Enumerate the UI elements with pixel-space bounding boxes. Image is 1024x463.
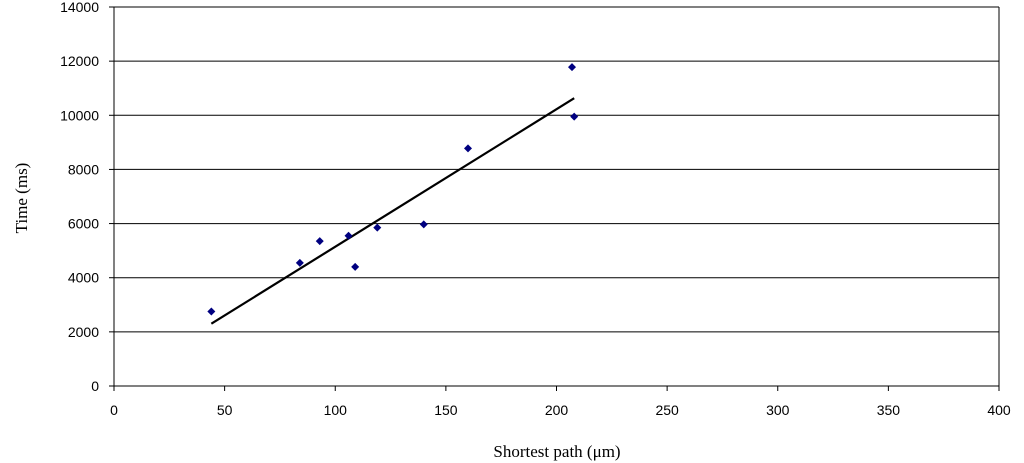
y-tick-label-6000: 6000 xyxy=(68,216,99,232)
y-tick-label-14000: 14000 xyxy=(60,0,99,15)
data-point-9 xyxy=(567,63,576,72)
data-points xyxy=(207,63,579,316)
x-tick-label-50: 50 xyxy=(217,402,233,418)
x-axis-label: Shortest path (μm) xyxy=(493,442,620,461)
data-point-10 xyxy=(570,112,579,121)
y-tick-label-4000: 4000 xyxy=(68,270,99,286)
trendline xyxy=(210,97,575,325)
data-point-8 xyxy=(464,144,472,153)
x-tick-label-400: 400 xyxy=(987,402,1011,418)
x-tick-label-250: 250 xyxy=(655,402,679,418)
y-tick-label-8000: 8000 xyxy=(68,161,99,177)
data-point-3 xyxy=(315,237,324,246)
y-tick-label-10000: 10000 xyxy=(60,107,99,123)
x-tick-label-200: 200 xyxy=(545,402,569,418)
y-tick-labels: 0 2000 4000 6000 8000 10000 12000 14000 xyxy=(60,0,99,394)
x-tick-label-150: 150 xyxy=(434,402,458,418)
y-tick-label-0: 0 xyxy=(91,378,99,394)
x-tick-label-300: 300 xyxy=(766,402,790,418)
data-point-6 xyxy=(373,223,382,232)
y-tick-label-12000: 12000 xyxy=(60,53,99,69)
data-point-7 xyxy=(419,220,428,229)
y-axis-label: Time (ms) xyxy=(12,163,31,234)
data-point-4 xyxy=(344,231,353,240)
trendline-segment xyxy=(210,97,575,325)
data-point-5 xyxy=(351,262,360,271)
gridlines xyxy=(114,6,999,333)
data-point-2 xyxy=(295,258,304,267)
y-tick-label-2000: 2000 xyxy=(68,324,99,340)
axes xyxy=(109,6,1000,391)
data-point-1 xyxy=(207,307,216,316)
x-tick-label-100: 100 xyxy=(324,402,348,418)
x-tick-label-0: 0 xyxy=(110,402,118,418)
x-tick-label-350: 350 xyxy=(877,402,901,418)
x-tick-labels: 0 50 100 150 200 250 300 350 400 xyxy=(110,402,1011,418)
